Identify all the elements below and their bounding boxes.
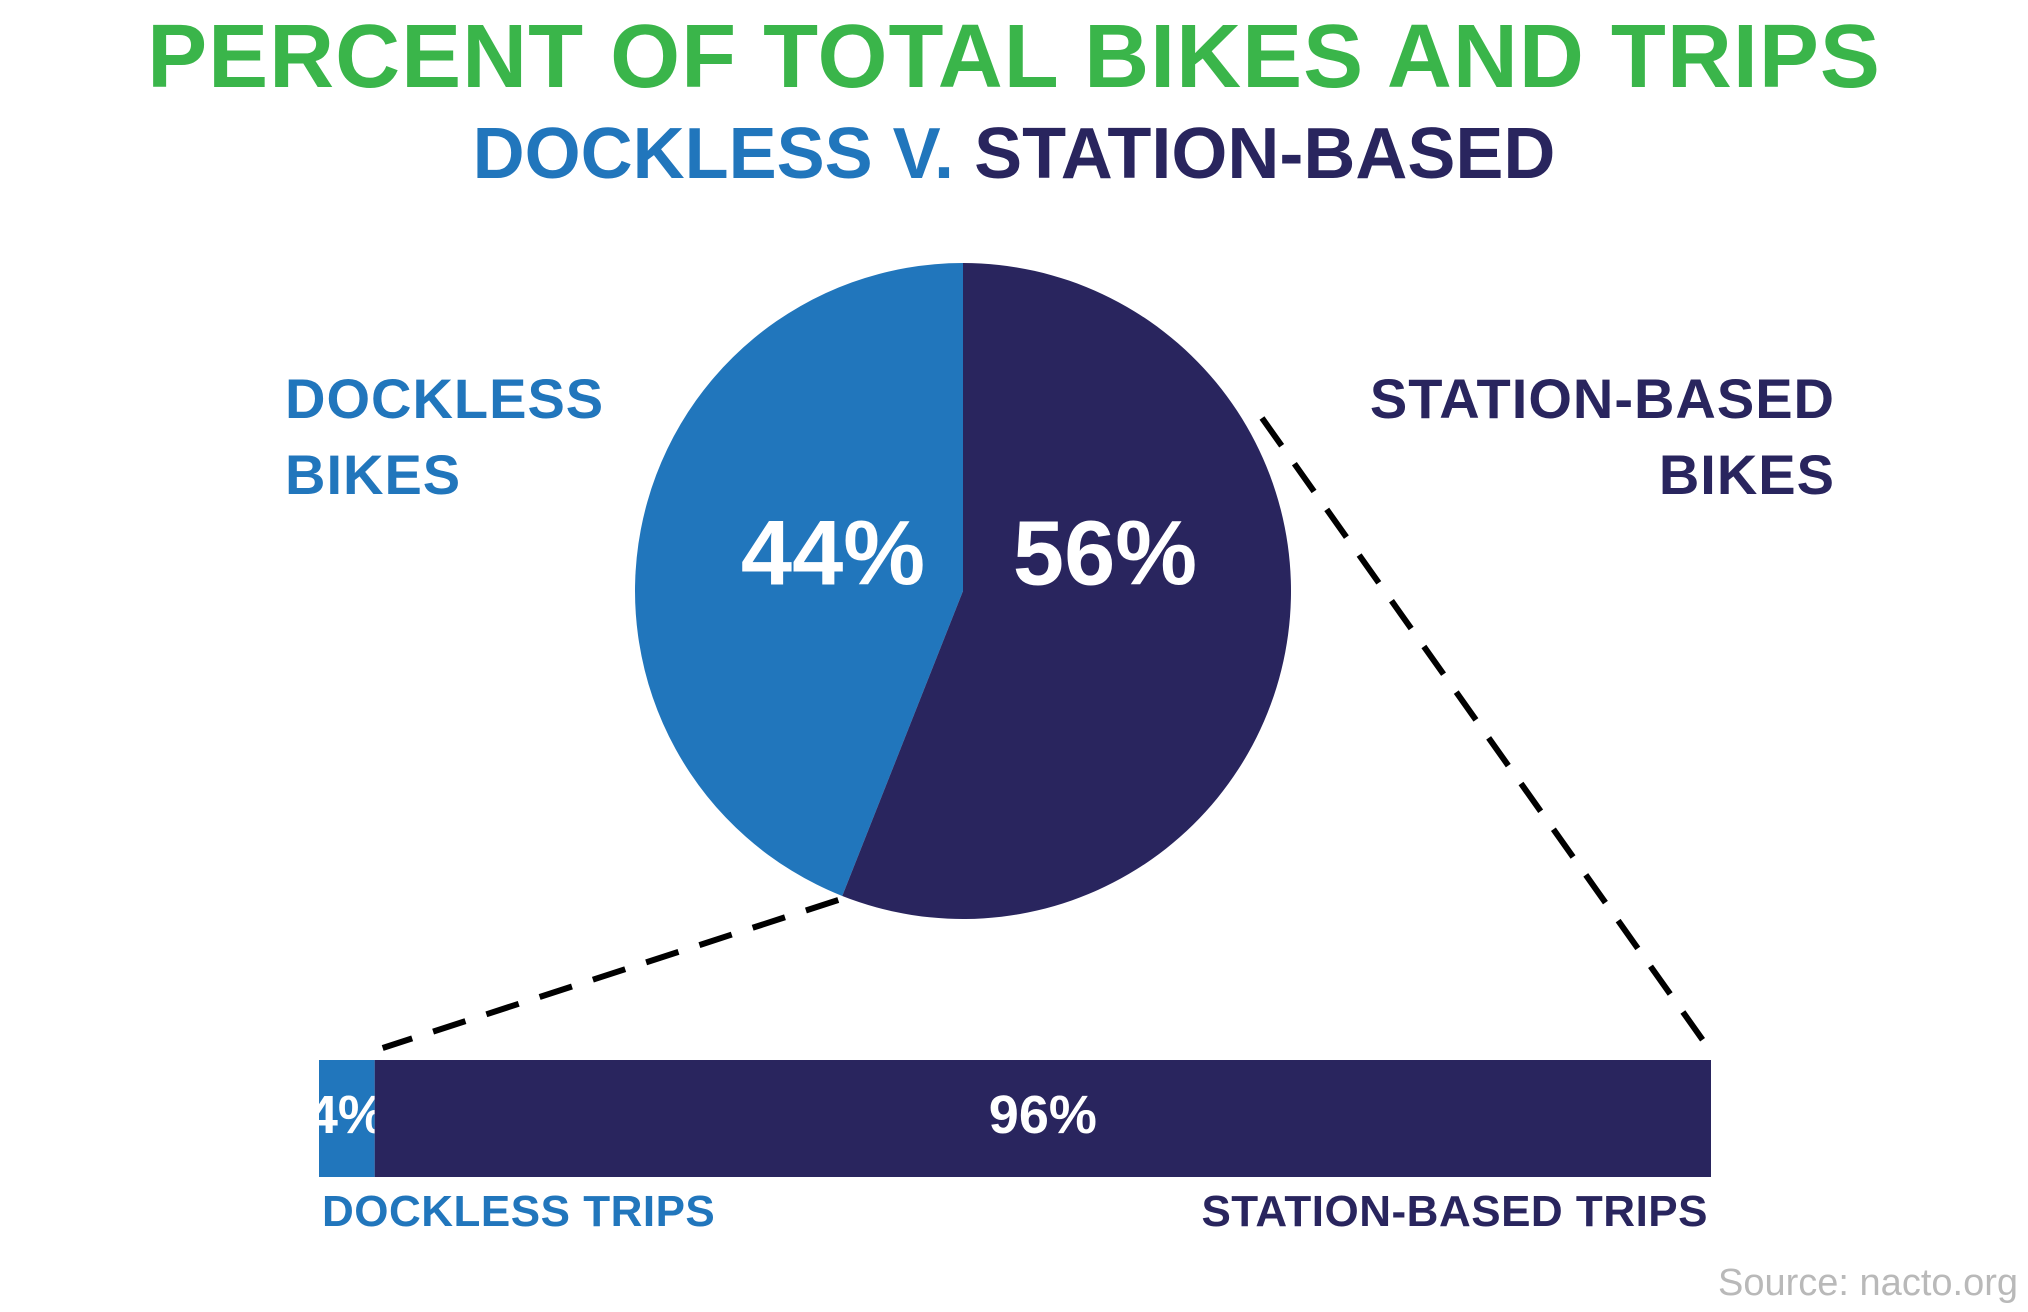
chart-subtitle: DOCKLESS V. STATION-BASED [0, 114, 2028, 194]
subtitle-dockless: DOCKLESS V. [472, 114, 955, 194]
dockless-bikes-label: DOCKLESS BIKES [285, 361, 604, 513]
source-note: Source: nacto.org [1718, 1262, 2018, 1304]
bar-segment-label: 96% [989, 1085, 1097, 1145]
dockless-bikes-label-line: DOCKLESS [285, 367, 605, 430]
station-based-bikes-label-line: BIKES [1658, 443, 1835, 506]
connector-line [1259, 416, 1710, 1048]
pie-slice [842, 263, 1291, 919]
bar-segment [374, 1060, 1712, 1177]
bar-segment [319, 1060, 375, 1177]
bikes-pie-chart: 44% 56% [635, 263, 1291, 919]
station-based-bikes-label-line: STATION-BASED [1369, 367, 1835, 430]
pie-slice-label: 56% [1013, 502, 1197, 604]
zoom-connectors [381, 416, 1710, 1051]
subtitle-station-based: STATION-BASED [974, 114, 1556, 194]
chart-title: PERCENT OF TOTAL BIKES AND TRIPS [147, 7, 1881, 107]
pie-slice [635, 263, 963, 896]
trips-stacked-bar: 4% 96% [308, 1060, 1712, 1177]
bar-segment-label: 4% [308, 1085, 386, 1145]
pie-slice-label: 44% [741, 502, 925, 604]
station-based-bikes-label: STATION-BASED BIKES [1370, 361, 1835, 513]
dockless-trips-label: DOCKLESS TRIPS [322, 1187, 716, 1236]
station-based-trips-label: STATION-BASED TRIPS [1201, 1187, 1708, 1236]
connector-line [381, 897, 840, 1051]
dockless-bikes-label-line: BIKES [285, 443, 462, 506]
